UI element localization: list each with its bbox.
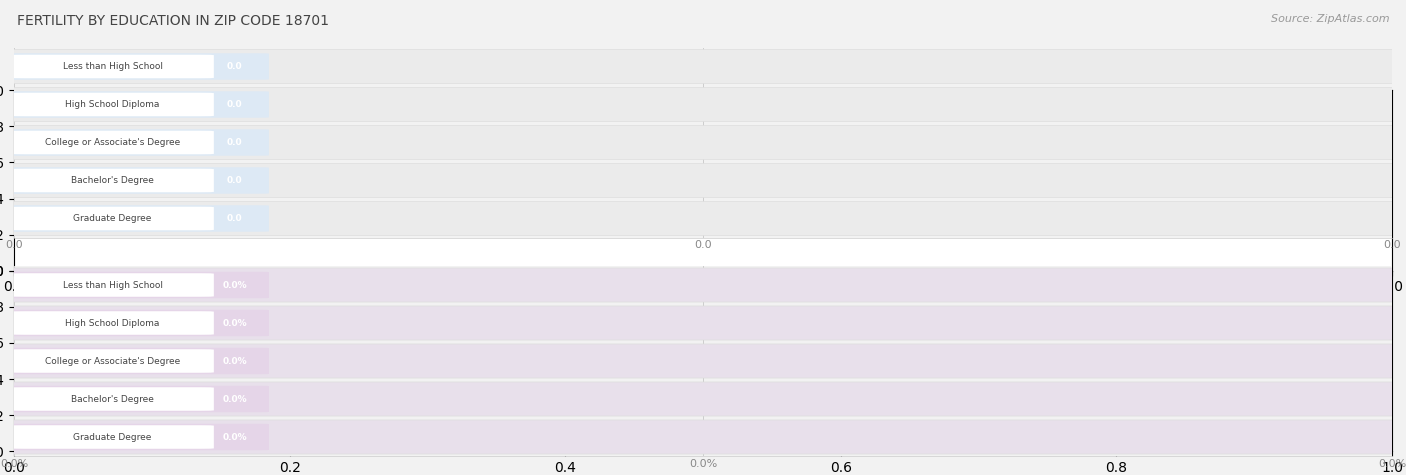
Text: 0.0%: 0.0%	[222, 281, 247, 289]
FancyBboxPatch shape	[11, 169, 214, 192]
Text: College or Associate's Degree: College or Associate's Degree	[45, 138, 180, 147]
Text: 0.0: 0.0	[226, 100, 242, 109]
Text: Less than High School: Less than High School	[63, 62, 163, 71]
FancyBboxPatch shape	[6, 163, 1399, 198]
Text: Source: ZipAtlas.com: Source: ZipAtlas.com	[1271, 14, 1389, 24]
FancyBboxPatch shape	[6, 348, 269, 374]
Text: College or Associate's Degree: College or Associate's Degree	[45, 357, 180, 365]
FancyBboxPatch shape	[6, 201, 1399, 236]
Text: High School Diploma: High School Diploma	[66, 319, 160, 327]
FancyBboxPatch shape	[11, 207, 214, 230]
FancyBboxPatch shape	[6, 205, 269, 232]
FancyBboxPatch shape	[6, 49, 1399, 84]
Text: Bachelor's Degree: Bachelor's Degree	[72, 176, 155, 185]
FancyBboxPatch shape	[11, 425, 214, 449]
FancyBboxPatch shape	[6, 420, 1399, 454]
FancyBboxPatch shape	[11, 55, 214, 78]
Text: High School Diploma: High School Diploma	[66, 100, 160, 109]
FancyBboxPatch shape	[6, 310, 269, 336]
Text: Less than High School: Less than High School	[63, 281, 163, 289]
Text: Graduate Degree: Graduate Degree	[73, 214, 152, 223]
FancyBboxPatch shape	[11, 387, 214, 411]
FancyBboxPatch shape	[11, 131, 214, 154]
FancyBboxPatch shape	[11, 349, 214, 373]
FancyBboxPatch shape	[6, 91, 269, 118]
Text: 0.0%: 0.0%	[222, 357, 247, 365]
Text: 0.0: 0.0	[226, 176, 242, 185]
Text: 0.0: 0.0	[226, 62, 242, 71]
Text: 0.0%: 0.0%	[222, 319, 247, 327]
FancyBboxPatch shape	[6, 125, 1399, 160]
FancyBboxPatch shape	[6, 87, 1399, 122]
Text: 0.0%: 0.0%	[222, 395, 247, 403]
FancyBboxPatch shape	[6, 382, 1399, 416]
FancyBboxPatch shape	[6, 167, 269, 194]
FancyBboxPatch shape	[6, 53, 269, 80]
Text: 0.0%: 0.0%	[222, 433, 247, 441]
FancyBboxPatch shape	[6, 386, 269, 412]
Text: 0.0: 0.0	[226, 138, 242, 147]
FancyBboxPatch shape	[6, 129, 269, 156]
FancyBboxPatch shape	[6, 424, 269, 450]
FancyBboxPatch shape	[6, 268, 1399, 302]
Text: Bachelor's Degree: Bachelor's Degree	[72, 395, 155, 403]
Text: FERTILITY BY EDUCATION IN ZIP CODE 18701: FERTILITY BY EDUCATION IN ZIP CODE 18701	[17, 14, 329, 28]
FancyBboxPatch shape	[11, 93, 214, 116]
Text: 0.0: 0.0	[226, 214, 242, 223]
FancyBboxPatch shape	[11, 273, 214, 297]
FancyBboxPatch shape	[6, 306, 1399, 340]
FancyBboxPatch shape	[6, 272, 269, 298]
FancyBboxPatch shape	[6, 344, 1399, 378]
Text: Graduate Degree: Graduate Degree	[73, 433, 152, 441]
FancyBboxPatch shape	[11, 311, 214, 335]
